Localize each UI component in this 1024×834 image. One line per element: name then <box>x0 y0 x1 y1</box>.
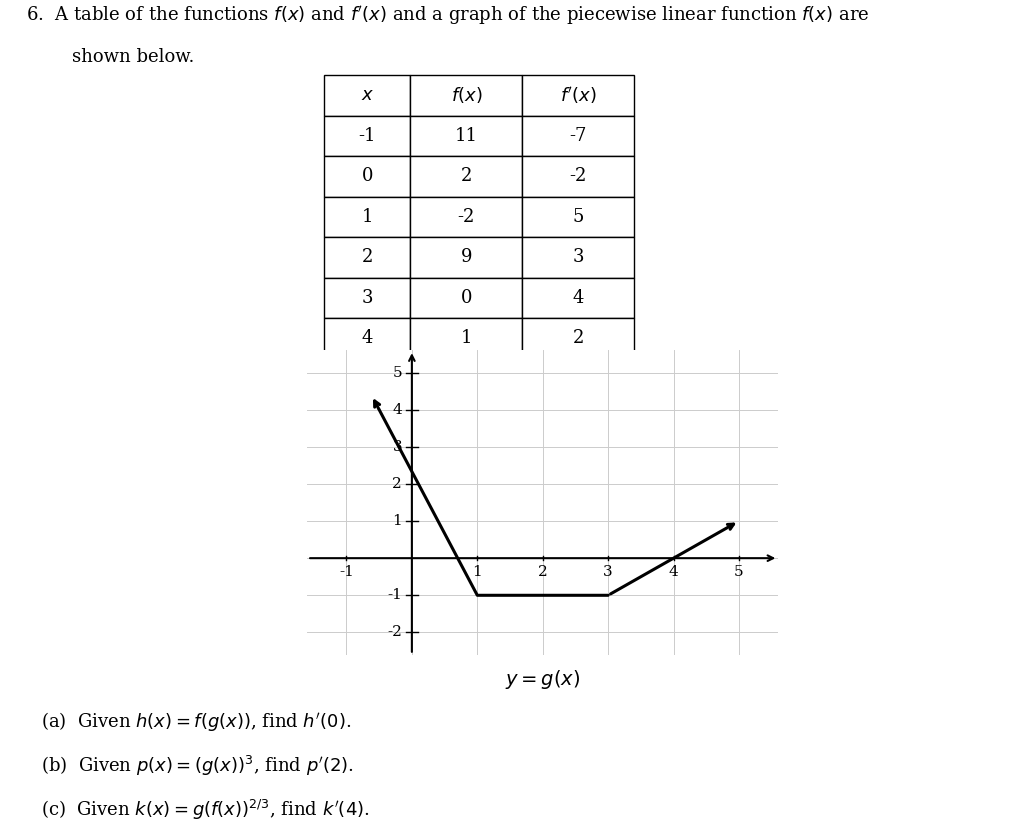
Bar <box>325 278 411 318</box>
Bar <box>411 278 522 318</box>
Bar <box>522 318 634 359</box>
Text: -2: -2 <box>387 626 402 640</box>
Bar <box>522 197 634 237</box>
Text: 4: 4 <box>572 289 584 307</box>
Text: -1: -1 <box>339 565 354 579</box>
Bar <box>411 197 522 237</box>
Bar <box>522 278 634 318</box>
Text: 2: 2 <box>361 249 373 266</box>
Text: -1: -1 <box>387 588 402 602</box>
Text: 5: 5 <box>392 365 402 379</box>
Text: (a)  Given $h(x) = f(g(x))$, find $h'(0)$.: (a) Given $h(x) = f(g(x))$, find $h'(0)$… <box>41 710 351 733</box>
Text: 11: 11 <box>455 127 478 145</box>
Text: $y = g(x)$: $y = g(x)$ <box>505 668 581 691</box>
Bar <box>522 116 634 156</box>
Text: 1: 1 <box>472 565 482 579</box>
Text: 3: 3 <box>603 565 613 579</box>
Bar <box>411 116 522 156</box>
Text: 6.  A table of the functions $f(x)$ and $f'(x)$ and a graph of the piecewise lin: 6. A table of the functions $f(x)$ and $… <box>26 4 869 28</box>
Text: (c)  Given $k(x) = g(f(x))^{2/3}$, find $k'(4)$.: (c) Given $k(x) = g(f(x))^{2/3}$, find $… <box>41 798 370 822</box>
Text: -7: -7 <box>569 127 587 145</box>
Text: -2: -2 <box>458 208 475 226</box>
Bar <box>325 116 411 156</box>
Text: 5: 5 <box>734 565 743 579</box>
Text: $f(x)$: $f(x)$ <box>451 85 482 105</box>
Bar <box>411 318 522 359</box>
Text: 4: 4 <box>392 403 402 417</box>
Text: 3: 3 <box>361 289 373 307</box>
Bar <box>325 197 411 237</box>
Text: 0: 0 <box>361 168 373 185</box>
Text: 2: 2 <box>572 329 584 348</box>
Bar <box>522 237 634 278</box>
Text: 9: 9 <box>461 249 472 266</box>
Text: 5: 5 <box>572 208 584 226</box>
Bar <box>411 75 522 116</box>
Text: 3: 3 <box>392 440 402 454</box>
Text: 3: 3 <box>572 249 584 266</box>
Text: -2: -2 <box>569 168 587 185</box>
Text: 4: 4 <box>361 329 373 348</box>
Bar <box>522 156 634 197</box>
Bar <box>411 156 522 197</box>
Bar <box>325 75 411 116</box>
Text: (b)  Given $p(x) = (g(x))^3$, find $p'(2)$.: (b) Given $p(x) = (g(x))^3$, find $p'(2)… <box>41 754 354 778</box>
Text: 4: 4 <box>669 565 679 579</box>
Bar <box>411 237 522 278</box>
Text: 1: 1 <box>361 208 373 226</box>
Text: 0: 0 <box>461 289 472 307</box>
Bar <box>325 156 411 197</box>
Text: 2: 2 <box>392 477 402 491</box>
Bar <box>325 318 411 359</box>
Text: shown below.: shown below. <box>72 48 195 67</box>
Bar <box>522 75 634 116</box>
Text: $f'(x)$: $f'(x)$ <box>560 85 597 106</box>
Text: 1: 1 <box>461 329 472 348</box>
Text: 2: 2 <box>461 168 472 185</box>
Text: $x$: $x$ <box>360 86 374 104</box>
Text: -1: -1 <box>358 127 376 145</box>
Text: 2: 2 <box>538 565 548 579</box>
Text: 1: 1 <box>392 514 402 528</box>
Bar <box>325 237 411 278</box>
